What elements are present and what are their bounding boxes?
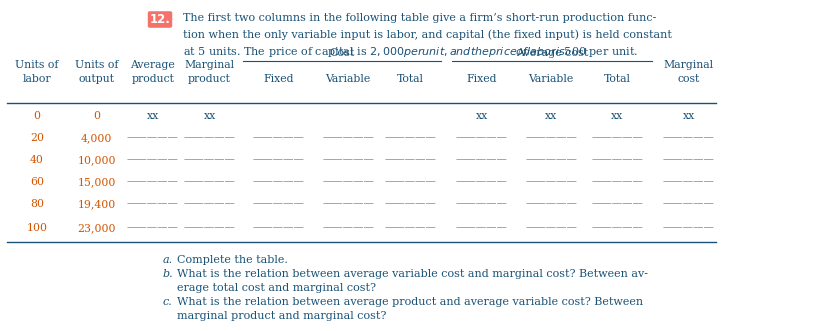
Text: at 5 units. The price of capital is $2,000 per unit, and the price of labor is $: at 5 units. The price of capital is $2,0… — [183, 45, 638, 59]
Text: —————: ————— — [526, 133, 577, 143]
Text: erage total cost and marginal cost?: erage total cost and marginal cost? — [177, 283, 375, 293]
Text: product: product — [188, 74, 231, 84]
Text: 80: 80 — [31, 199, 44, 209]
Text: —————: ————— — [127, 200, 178, 209]
Text: —————: ————— — [526, 223, 577, 232]
Text: 0: 0 — [34, 111, 40, 121]
Text: —————: ————— — [184, 133, 235, 143]
Text: marginal product and marginal cost?: marginal product and marginal cost? — [177, 311, 386, 321]
Text: —————: ————— — [323, 200, 374, 209]
Text: Total: Total — [604, 74, 630, 84]
Text: —————: ————— — [385, 223, 436, 232]
Text: labor: labor — [23, 74, 51, 84]
Text: Variable: Variable — [326, 74, 370, 84]
Text: Fixed: Fixed — [467, 74, 497, 84]
Text: Units of: Units of — [16, 60, 59, 70]
Text: —————: ————— — [526, 156, 577, 165]
Text: output: output — [78, 74, 115, 84]
Text: —————: ————— — [385, 156, 436, 165]
Text: Complete the table.: Complete the table. — [177, 255, 287, 265]
Text: —————: ————— — [184, 156, 235, 165]
Text: —————: ————— — [127, 177, 178, 186]
Text: —————: ————— — [592, 200, 643, 209]
Text: Total: Total — [398, 74, 424, 84]
Text: 10,000: 10,000 — [78, 155, 116, 165]
Text: tion when the only variable input is labor, and capital (the fixed input) is hel: tion when the only variable input is lab… — [183, 29, 672, 40]
Text: —————: ————— — [184, 200, 235, 209]
Text: —————: ————— — [526, 177, 577, 186]
Text: —————: ————— — [456, 156, 507, 165]
Text: —————: ————— — [253, 177, 304, 186]
Text: 100: 100 — [26, 223, 48, 233]
Text: product: product — [131, 74, 174, 84]
Text: xx: xx — [611, 111, 623, 121]
Text: —————: ————— — [184, 177, 235, 186]
Text: —————: ————— — [253, 223, 304, 232]
Text: 19,400: 19,400 — [78, 199, 116, 209]
Text: —————: ————— — [663, 223, 714, 232]
Text: 4,000: 4,000 — [81, 133, 112, 143]
Text: xx: xx — [147, 111, 158, 121]
Text: —————: ————— — [456, 177, 507, 186]
Text: Variable: Variable — [529, 74, 573, 84]
Text: xx: xx — [476, 111, 488, 121]
Text: —————: ————— — [385, 177, 436, 186]
Text: Units of: Units of — [75, 60, 118, 70]
Text: —————: ————— — [323, 156, 374, 165]
Text: Cost: Cost — [330, 48, 355, 58]
Text: —————: ————— — [385, 133, 436, 143]
Text: —————: ————— — [456, 223, 507, 232]
Text: —————: ————— — [456, 200, 507, 209]
Text: Fixed: Fixed — [264, 74, 294, 84]
Text: —————: ————— — [592, 223, 643, 232]
Text: 12.: 12. — [149, 13, 171, 26]
Text: —————: ————— — [323, 133, 374, 143]
Text: —————: ————— — [592, 133, 643, 143]
Text: —————: ————— — [323, 223, 374, 232]
Text: —————: ————— — [253, 156, 304, 165]
Text: —————: ————— — [663, 200, 714, 209]
Text: Marginal: Marginal — [185, 60, 234, 70]
Text: What is the relation between average product and average variable cost? Between: What is the relation between average pro… — [177, 297, 643, 307]
Text: Average cost: Average cost — [516, 48, 588, 58]
Text: —————: ————— — [127, 223, 178, 232]
Text: c.: c. — [163, 297, 172, 307]
Text: 23,000: 23,000 — [78, 223, 116, 233]
Text: —————: ————— — [456, 133, 507, 143]
Text: The first two columns in the following table give a firm’s short-run production : The first two columns in the following t… — [183, 13, 657, 23]
Text: —————: ————— — [592, 156, 643, 165]
Text: cost: cost — [678, 74, 700, 84]
Text: Average: Average — [130, 60, 175, 70]
Text: What is the relation between average variable cost and marginal cost? Between av: What is the relation between average var… — [177, 269, 648, 279]
Text: —————: ————— — [127, 156, 178, 165]
Text: 15,000: 15,000 — [78, 177, 116, 187]
Text: xx: xx — [545, 111, 557, 121]
Text: Marginal: Marginal — [664, 60, 714, 70]
Text: —————: ————— — [127, 133, 178, 143]
Text: xx: xx — [204, 111, 215, 121]
Text: —————: ————— — [253, 200, 304, 209]
Text: —————: ————— — [663, 156, 714, 165]
Text: 0: 0 — [93, 111, 100, 121]
Text: —————: ————— — [663, 133, 714, 143]
Text: —————: ————— — [253, 133, 304, 143]
Text: —————: ————— — [663, 177, 714, 186]
Text: —————: ————— — [385, 200, 436, 209]
Text: —————: ————— — [526, 200, 577, 209]
Text: a.: a. — [163, 255, 172, 265]
Text: b.: b. — [163, 269, 173, 279]
Text: —————: ————— — [592, 177, 643, 186]
Text: —————: ————— — [323, 177, 374, 186]
Text: 20: 20 — [31, 133, 44, 143]
Text: 40: 40 — [31, 155, 44, 165]
Text: —————: ————— — [184, 223, 235, 232]
Text: 60: 60 — [31, 177, 44, 187]
Text: xx: xx — [683, 111, 695, 121]
